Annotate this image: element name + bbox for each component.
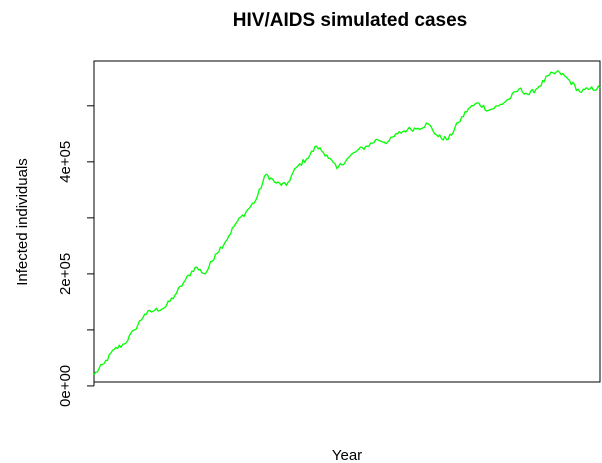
y-tick-label: 2e+05 bbox=[57, 253, 74, 295]
series-layer bbox=[93, 70, 601, 376]
y-tick-label: 0e+00 bbox=[57, 365, 74, 407]
y-axis-label: Infected individuals bbox=[14, 158, 31, 286]
y-axis: 0e+00 2e+05 4e+05 bbox=[57, 105, 95, 407]
plot-frame bbox=[93, 60, 601, 383]
y-tick-label: 4e+05 bbox=[57, 141, 74, 183]
x-axis-label: Year bbox=[332, 447, 362, 463]
chart-title: HIV/AIDS simulated cases bbox=[233, 10, 467, 31]
series-line bbox=[93, 70, 601, 376]
